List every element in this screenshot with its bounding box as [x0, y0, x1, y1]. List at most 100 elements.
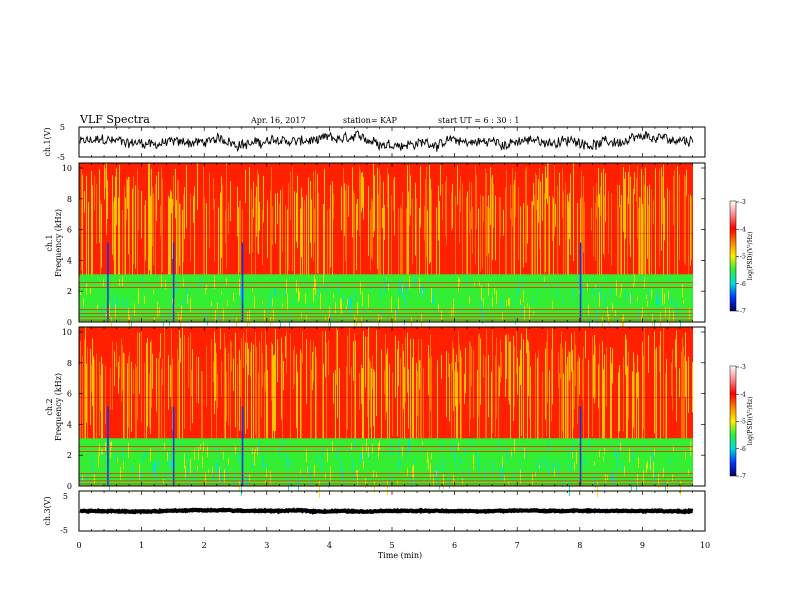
- spec-lowband-speck: [299, 291, 300, 300]
- spec-lowband-speck: [158, 459, 159, 468]
- x-axis-label: Time (min): [378, 551, 422, 560]
- spec-lowband-speck: [594, 461, 595, 466]
- spec-streak: [410, 338, 411, 439]
- spec-streak: [169, 197, 170, 275]
- spec-streak: [255, 331, 256, 435]
- spec-streak: [677, 166, 678, 275]
- spec-lowband-speck: [683, 299, 684, 304]
- spec-streak: [243, 332, 244, 368]
- spec-streak: [201, 371, 202, 439]
- spec-streak: [141, 190, 142, 239]
- spec-streak: [242, 209, 243, 275]
- spec-lowband-speck: [86, 281, 87, 295]
- spec-streak: [634, 172, 635, 195]
- colorbar-tick-label: -3: [740, 199, 746, 206]
- spec-streak: [630, 176, 631, 258]
- spec-streak: [99, 169, 100, 243]
- spec-streak: [506, 334, 507, 379]
- spec-lowband-speck: [345, 314, 346, 318]
- spec-lowband-speck: [376, 472, 377, 478]
- spec-lowband-speck: [247, 477, 248, 487]
- spec-lowband-speck: [459, 456, 460, 461]
- spec-streak: [266, 344, 267, 439]
- spec-lowband-speck: [247, 312, 248, 329]
- spec-streak: [346, 184, 347, 275]
- spec-streak: [323, 204, 324, 275]
- spec-lowband-speck: [454, 446, 455, 463]
- spec-streak: [204, 197, 205, 275]
- spec-streak: [136, 367, 137, 439]
- spec-streak: [190, 193, 191, 262]
- spec-streak: [359, 166, 360, 236]
- spec-streak: [539, 168, 540, 250]
- spec-lowband-speck: [202, 455, 203, 469]
- spec-lowband-speck: [462, 478, 463, 485]
- spec-streak: [293, 349, 294, 390]
- spec-lowband-speck: [632, 450, 633, 463]
- spec-streak: [643, 356, 644, 430]
- spec-lowband-speck: [646, 463, 647, 473]
- spec-streak: [673, 175, 674, 226]
- spec-lowband-speck: [212, 467, 213, 473]
- spec-lowband-speck: [532, 473, 533, 486]
- spec-lowband-speck: [411, 472, 412, 488]
- ytick-label: 10: [62, 328, 72, 337]
- spec-streak: [500, 339, 501, 383]
- spec-streak: [420, 360, 421, 439]
- spec-streak: [153, 193, 154, 266]
- spec-streak: [408, 191, 409, 275]
- spec-streak: [527, 339, 528, 439]
- spec-lowband-speck: [372, 444, 373, 454]
- spec-streak: [354, 193, 355, 275]
- x-tick-label: 1: [139, 541, 144, 550]
- spec-lowband-speck: [507, 447, 508, 461]
- spec-lowband-speck: [270, 316, 271, 326]
- spec-streak: [383, 181, 384, 275]
- ch1-ytick-bottom: -5: [57, 153, 65, 162]
- spec-lowband-speck: [654, 317, 655, 333]
- spec-lowband-speck: [456, 464, 457, 470]
- spec-lowband-speck: [105, 442, 106, 453]
- spec-streak: [493, 183, 494, 228]
- spec-lowband-speck: [362, 291, 363, 306]
- spec-streak: [203, 166, 204, 275]
- spec-lowband-speck: [529, 306, 530, 319]
- spec-lowband-speck: [593, 286, 594, 295]
- spec-streak: [527, 205, 528, 244]
- spec-streak: [353, 190, 354, 275]
- spec-lowband-speck: [517, 287, 518, 301]
- spec-lowband-speck: [138, 288, 139, 304]
- spec-streak: [642, 203, 643, 275]
- spec-streak: [313, 341, 314, 382]
- spec-streak: [453, 348, 454, 412]
- spec-lowband-speck: [423, 284, 424, 299]
- spec-lowband-speck: [438, 303, 439, 311]
- spec-lowband-speck: [638, 457, 639, 469]
- spec-streak: [87, 346, 88, 439]
- spec-lowband-speck: [155, 460, 156, 474]
- spec-lowband-speck: [557, 281, 558, 298]
- spec-lowband-speck: [319, 480, 320, 498]
- spec-lowband-speck: [479, 281, 480, 286]
- spec-streak: [430, 334, 431, 411]
- spec-streak: [501, 351, 502, 377]
- spec-streak: [420, 166, 421, 228]
- spec-lowband-speck: [355, 290, 356, 301]
- spec-lowband-speck: [499, 440, 500, 452]
- spec-lowband-speck: [282, 438, 283, 447]
- spec-lowband-speck: [322, 448, 323, 459]
- spec-streak: [290, 171, 291, 221]
- spec-streak: [270, 190, 271, 275]
- spec-streak: [258, 372, 259, 439]
- spec-streak: [170, 189, 171, 275]
- spec-streak: [286, 330, 287, 374]
- spec-streak: [458, 330, 459, 362]
- spec-lowband-speck: [504, 475, 505, 482]
- spec-lowband-speck: [671, 294, 672, 305]
- start-time-label: start UT = 6 : 30 : 1: [438, 116, 519, 125]
- spec-streak: [378, 194, 379, 275]
- spec-streak: [377, 168, 378, 270]
- spec-lowband-speck: [573, 439, 574, 453]
- spec-streak: [456, 354, 457, 439]
- spec-lowband-speck: [142, 278, 143, 286]
